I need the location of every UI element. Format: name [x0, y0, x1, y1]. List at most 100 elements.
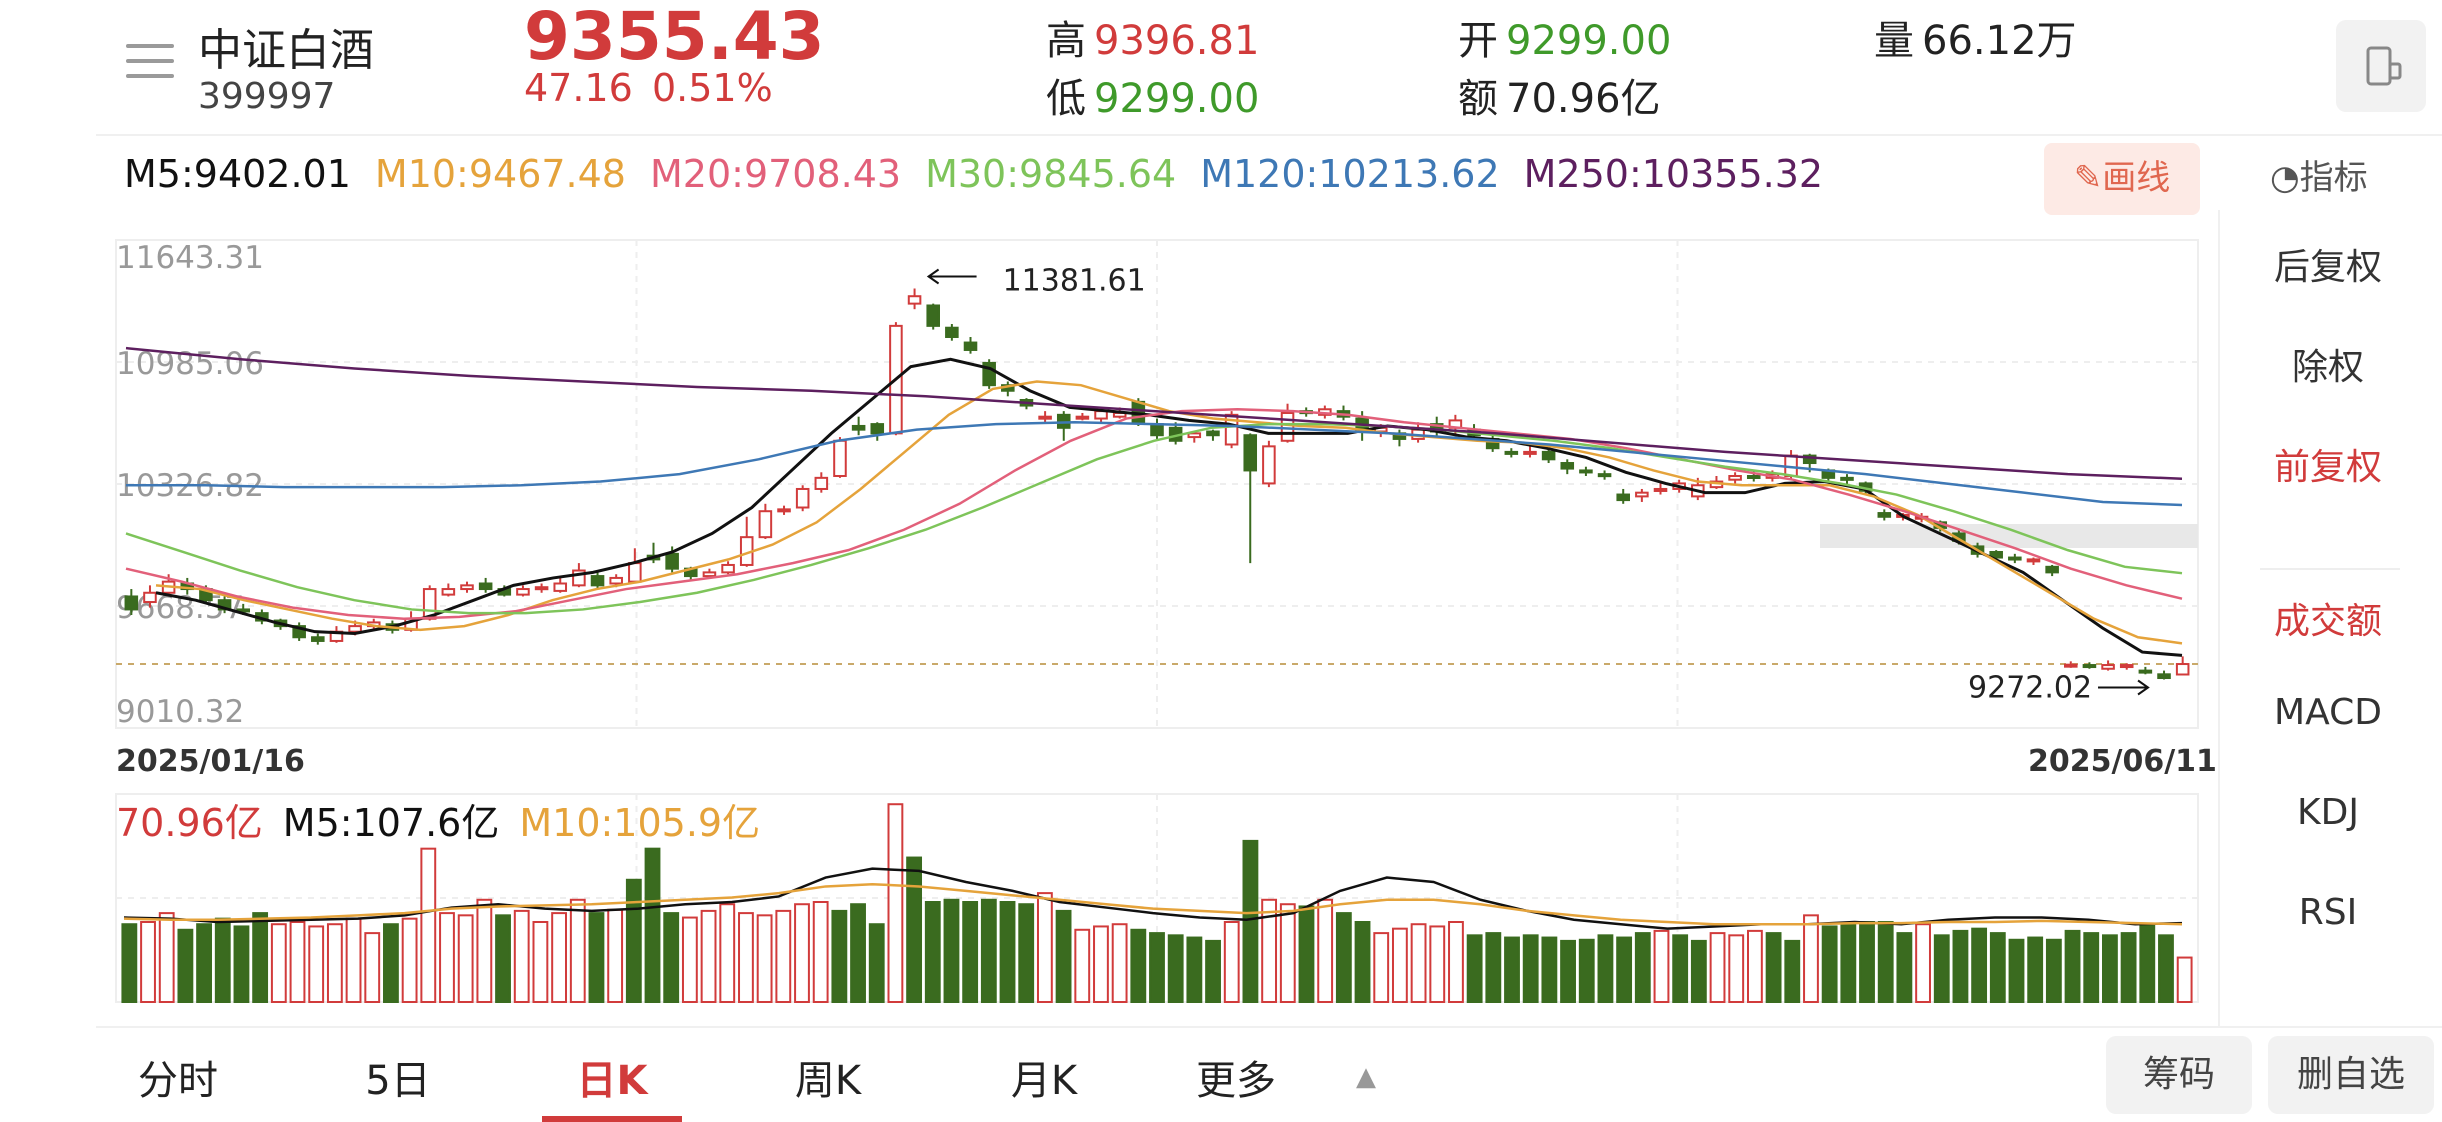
volume-bar — [1223, 921, 1240, 1003]
volume-bar — [1111, 923, 1128, 1004]
volume-bar — [1933, 934, 1950, 1003]
max-marker-arrowhead — [926, 268, 940, 285]
volume-bar — [1466, 934, 1483, 1003]
gauge-icon: ◔ — [2270, 158, 2300, 198]
candle-body — [851, 424, 866, 431]
volume-bar — [1746, 929, 1763, 1004]
volume-bar — [1840, 923, 1857, 1004]
price-axis-label: 9010.32 — [116, 694, 244, 730]
volume-bar — [850, 903, 866, 1004]
volume-bar — [214, 917, 231, 1004]
candle-body — [926, 304, 940, 327]
volume-bar — [289, 921, 306, 1003]
volume-bar — [2176, 956, 2193, 1003]
side-menu-item[interactable]: 前复权 — [2273, 447, 2382, 488]
menu-icon[interactable] — [126, 44, 174, 89]
volume-bar — [2008, 938, 2025, 1003]
side-menu-item[interactable]: RSI — [2298, 892, 2358, 933]
volume-bar — [1335, 912, 1352, 1003]
price-axis-label: 11643.31 — [116, 240, 264, 276]
volume-bar — [1093, 925, 1109, 1004]
ma-legend-item: M250:10355.32 — [1523, 152, 1824, 196]
volume-bar — [1616, 936, 1633, 1003]
volume-bar — [700, 909, 717, 1004]
volume-bar — [1504, 936, 1520, 1003]
ma-legend-item: M10:9467.48 — [374, 152, 626, 196]
candle-body — [1597, 473, 1612, 478]
volume-bar — [1354, 921, 1371, 1003]
landscape-toggle-button[interactable] — [2336, 20, 2426, 112]
volume-bar — [999, 901, 1016, 1003]
candle-body — [311, 636, 325, 642]
volume-bar — [1672, 934, 1689, 1003]
volume-bar — [252, 912, 269, 1003]
volume-bar — [1410, 923, 1427, 1004]
candle-body — [758, 510, 773, 539]
ma-legend-item: M120:10213.62 — [1200, 152, 1500, 196]
candle-body — [1280, 411, 1295, 442]
volume-bar — [868, 923, 885, 1004]
volume-bar — [121, 923, 138, 1004]
volume-bar — [401, 917, 418, 1004]
volume-bar — [607, 908, 624, 1003]
candle-body — [870, 423, 885, 435]
price-change: 47.16 — [524, 66, 633, 110]
volume-bar — [1485, 932, 1502, 1003]
volume-bar — [1261, 898, 1278, 1003]
amount-stat: 额 70.96亿 — [1458, 76, 1661, 122]
volume-bar — [1018, 903, 1035, 1004]
chip-distribution-button[interactable]: 筹码 — [2106, 1036, 2252, 1114]
price-change-pct: 0.51% — [652, 66, 773, 110]
draw-line-button[interactable]: ✎画线 — [2044, 143, 2200, 215]
period-tab[interactable]: 周K — [794, 1058, 862, 1104]
volume-bar — [1167, 934, 1184, 1003]
volume-bar — [1448, 921, 1464, 1003]
remove-watchlist-button[interactable]: 删自选 — [2268, 1036, 2434, 1114]
side-menu-item[interactable]: MACD — [2274, 692, 2382, 733]
more-caret-icon[interactable]: ▲ — [1356, 1062, 1376, 1092]
period-tab[interactable]: 更多 — [1196, 1058, 1276, 1104]
candle-body — [795, 487, 810, 509]
end-date-label: 2025/06/11 — [2028, 744, 2217, 779]
candle-body — [777, 508, 791, 513]
volume-bar — [1952, 929, 1969, 1004]
volume-bar — [1765, 932, 1782, 1003]
candle-body — [2157, 673, 2171, 680]
period-tab[interactable]: 日K — [542, 1048, 682, 1122]
side-menu-item[interactable]: 除权 — [2291, 347, 2364, 388]
candle-body — [1616, 493, 1630, 502]
side-menu: 后复权除权前复权成交额 MACD KDJ RSI — [2218, 210, 2442, 1026]
candle-body — [2138, 669, 2153, 674]
volume-bar — [326, 923, 343, 1004]
volume-bar — [1634, 932, 1651, 1003]
volume-bar — [1803, 914, 1819, 1003]
period-tab[interactable]: 月K — [1010, 1058, 1078, 1104]
period-tab[interactable]: 5日 — [365, 1058, 431, 1104]
side-menu-item[interactable]: KDJ — [2297, 792, 2359, 833]
volume-bar — [2158, 934, 2174, 1003]
period-tabs: 分时 5日 日K 周K 月K 更多 ▲ — [120, 1048, 1420, 1122]
candle-body — [553, 582, 568, 592]
volume-bar — [681, 916, 698, 1003]
volume-bar — [1036, 892, 1053, 1003]
volume-bar — [2083, 932, 2100, 1003]
index-name: 中证白酒 — [198, 25, 374, 76]
side-menu-item[interactable]: 成交额 — [2273, 601, 2382, 642]
volume-bar — [1373, 932, 1390, 1003]
volume-bar — [943, 898, 960, 1003]
pressure-zone — [1820, 524, 2198, 548]
period-tab[interactable]: 分时 — [138, 1058, 218, 1104]
volume-bar — [1298, 905, 1315, 1004]
volume-bar — [233, 925, 250, 1004]
side-menu-divider — [2260, 568, 2400, 570]
volume-bar — [644, 847, 661, 1004]
volume-bar — [513, 909, 530, 1004]
candle-body — [572, 569, 586, 587]
volume-bar — [476, 898, 493, 1003]
indicator-button[interactable]: ◔指标 — [2270, 150, 2368, 199]
candle-body — [348, 625, 362, 633]
candle-body — [982, 361, 996, 387]
side-menu-item[interactable]: 后复权 — [2273, 247, 2382, 288]
volume-bar — [420, 847, 437, 1004]
